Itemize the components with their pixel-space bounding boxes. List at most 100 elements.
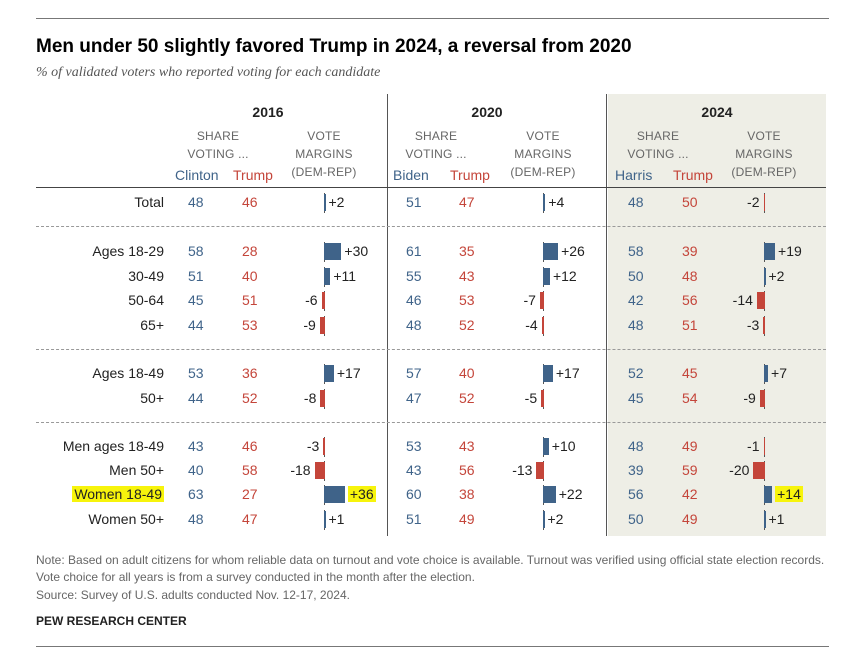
rep-share-value: 51 [242, 292, 258, 308]
dem-share-value: 48 [628, 194, 644, 210]
candidate-rep-2016: Trump [233, 167, 273, 183]
share-header-2: VOTING ... [187, 147, 249, 161]
dem-share-value: 51 [406, 194, 422, 210]
rep-margin-bar [539, 292, 544, 309]
rep-share-value: 40 [242, 268, 258, 284]
margin-label: +14 [775, 486, 803, 502]
margin-label: -8 [303, 390, 317, 406]
year-header-2020: 2020 [471, 104, 503, 120]
rep-share-value: 35 [459, 243, 475, 259]
candidate-dem-2020: Biden [393, 167, 429, 183]
dem-margin-bar [543, 243, 559, 260]
margin-header-1: VOTE [526, 129, 560, 143]
dem-margin-bar [764, 268, 766, 285]
margin-label: +36 [347, 486, 376, 502]
rep-margin-bar [763, 438, 765, 455]
rep-share-value: 49 [682, 511, 698, 527]
group-separator [36, 422, 826, 423]
dem-share-value: 46 [406, 292, 422, 308]
margin-label: -3 [746, 317, 760, 333]
rep-share-value: 40 [459, 365, 475, 381]
row-label: Ages 18-29 [92, 243, 164, 259]
row-label-text: Women 18-49 [72, 486, 164, 502]
row-label-text: Men 50+ [109, 462, 164, 478]
dem-share-value: 50 [628, 268, 644, 284]
dem-share-value: 47 [406, 390, 422, 406]
rep-margin-bar [541, 317, 544, 334]
group-separator [36, 226, 826, 227]
group-separator [36, 349, 826, 350]
row-label: 50+ [140, 390, 164, 406]
dem-share-value: 43 [188, 438, 204, 454]
dem-share-value: 58 [628, 243, 644, 259]
dem-share-value: 44 [188, 390, 204, 406]
column-divider-2020 [387, 94, 388, 536]
rep-margin-bar [756, 292, 765, 309]
margin-label: +10 [551, 438, 576, 454]
rep-share-value: 56 [682, 292, 698, 308]
margin-label: -9 [303, 317, 316, 333]
chart-source: Source: Survey of U.S. adults conducted … [36, 588, 350, 602]
dem-share-value: 52 [628, 365, 644, 381]
margin-label: +17 [555, 365, 580, 381]
dem-share-value: 55 [406, 268, 422, 284]
row-label-text: 50+ [140, 390, 164, 406]
row-label-text: Women 50+ [88, 511, 164, 527]
dem-share-value: 45 [188, 292, 204, 308]
margin-header-2: MARGINS [514, 147, 572, 161]
rep-share-value: 52 [242, 390, 258, 406]
margin-label: +1 [328, 511, 345, 527]
row-label: Men ages 18-49 [63, 438, 164, 454]
dem-share-value: 53 [406, 438, 422, 454]
rep-share-value: 51 [682, 317, 698, 333]
rep-share-value: 49 [459, 511, 475, 527]
rep-share-value: 53 [459, 292, 475, 308]
year-2024-shading [608, 94, 826, 536]
dem-share-value: 57 [406, 365, 422, 381]
margin-label: -5 [524, 390, 538, 406]
row-label-text: 30-49 [128, 268, 164, 284]
margin-label: +19 [778, 243, 802, 259]
row-label-text: 50-64 [128, 292, 164, 308]
margin-label: -13 [512, 462, 533, 478]
dem-share-value: 48 [188, 511, 204, 527]
share-header-2: VOTING ... [405, 147, 467, 161]
dem-margin-bar [764, 365, 769, 382]
row-label: Women 18-49 [72, 486, 164, 502]
margin-label: -18 [290, 462, 311, 478]
dem-share-value: 39 [628, 462, 644, 478]
dem-share-value: 48 [188, 194, 204, 210]
margin-label: -1 [747, 438, 760, 454]
margin-header-3: (DEM-REP) [291, 165, 357, 179]
row-label-text: Men ages 18-49 [62, 438, 164, 454]
row-label: Men 50+ [109, 462, 164, 478]
dem-margin-bar [324, 243, 342, 260]
row-label: Women 50+ [88, 511, 164, 527]
rep-share-value: 53 [242, 317, 258, 333]
dem-share-value: 50 [628, 511, 644, 527]
margin-label: +1 [768, 511, 785, 527]
margin-header-1: VOTE [747, 129, 781, 143]
margin-label: +22 [558, 486, 583, 502]
margin-label: +2 [547, 511, 564, 527]
rep-share-value: 58 [242, 462, 258, 478]
row-label-text: Total [134, 194, 164, 210]
dem-margin-bar [543, 486, 556, 503]
dem-share-value: 48 [406, 317, 422, 333]
dem-margin-bar [324, 268, 331, 285]
rep-share-value: 59 [682, 462, 698, 478]
rep-share-value: 28 [242, 243, 258, 259]
rep-margin-bar [319, 317, 325, 334]
dem-margin-bar [543, 511, 545, 528]
margin-header-3: (DEM-REP) [731, 165, 797, 179]
rep-margin-bar [763, 194, 765, 211]
margin-label: +7 [771, 365, 788, 381]
rep-margin-bar [314, 462, 325, 479]
candidate-dem-2016: Clinton [175, 167, 219, 183]
rep-margin-bar [321, 292, 325, 309]
year-header-2024: 2024 [701, 104, 733, 120]
chart-subtitle: % of validated voters who reported votin… [36, 65, 381, 80]
rep-share-value: 38 [459, 486, 475, 502]
rep-share-value: 48 [682, 268, 698, 284]
margin-label: +12 [552, 268, 577, 284]
